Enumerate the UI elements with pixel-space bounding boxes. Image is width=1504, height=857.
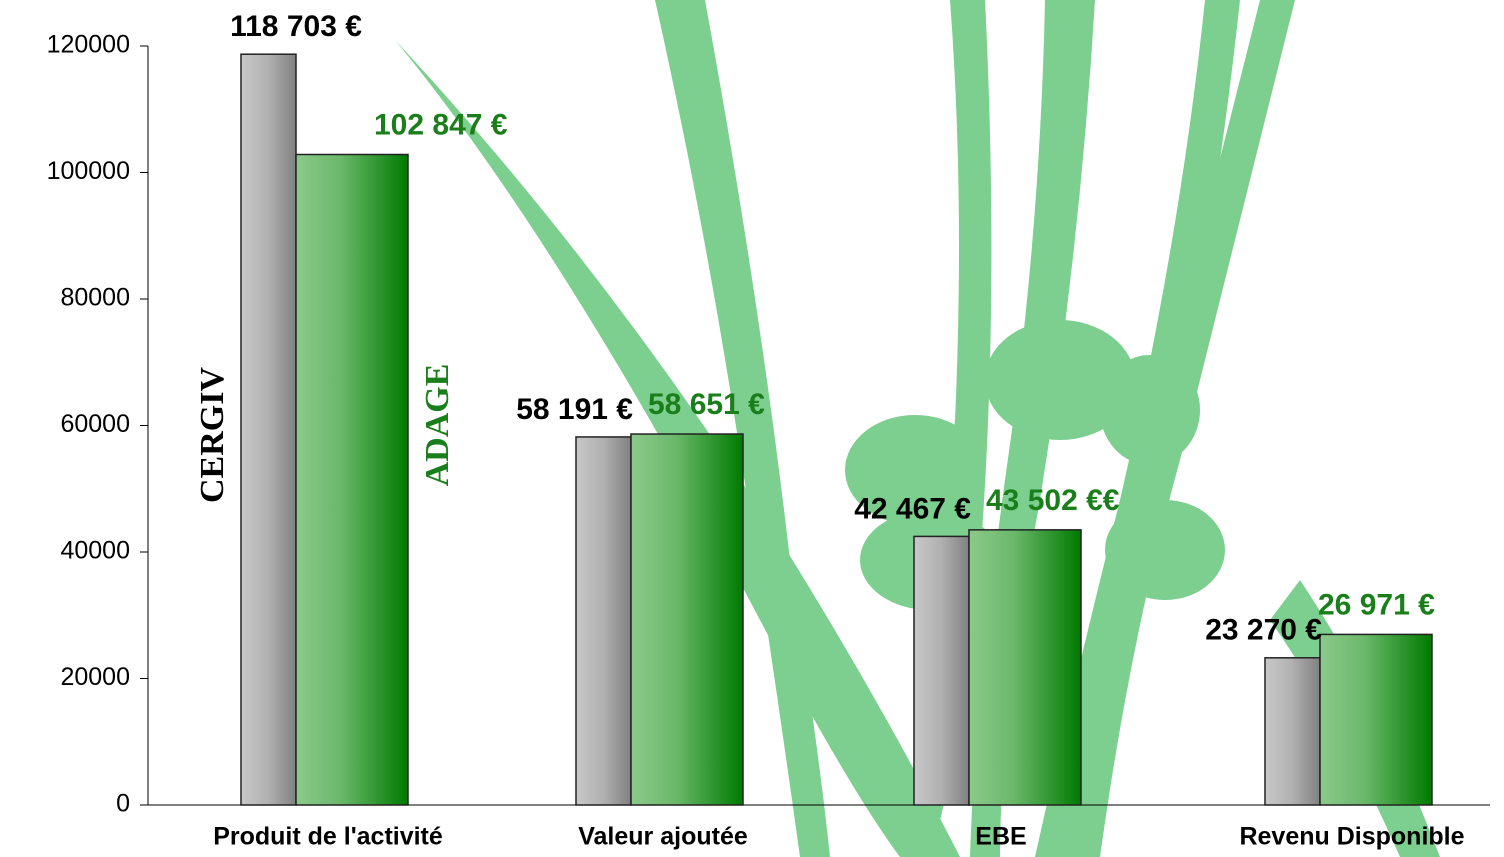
value-label: 42 467 € <box>854 492 971 525</box>
bar <box>1319 633 1433 806</box>
series-label: ADAGE <box>419 364 456 487</box>
bar <box>968 529 1082 806</box>
bar <box>913 535 970 806</box>
x-tick-label: EBE <box>975 823 1026 851</box>
y-tick-label: 80000 <box>60 284 130 312</box>
x-tick-label: Revenu Disponible <box>1239 823 1464 851</box>
value-label: 58 191 € <box>516 393 633 426</box>
bar <box>1264 657 1321 806</box>
y-tick-label: 120000 <box>47 31 130 59</box>
series-label: CERGIV <box>194 367 231 503</box>
y-tick-label: 100000 <box>47 157 130 185</box>
bar <box>575 436 632 806</box>
value-label: 118 703 € <box>230 10 362 43</box>
bar <box>295 153 409 806</box>
y-tick-label: 20000 <box>60 663 130 691</box>
value-label: 58 651 € <box>648 388 765 421</box>
value-label: 26 971 € <box>1318 588 1435 621</box>
x-tick-label: Valeur ajoutée <box>578 823 748 851</box>
y-tick-label: 0 <box>116 790 130 818</box>
y-tick-label: 60000 <box>60 410 130 438</box>
value-label: 102 847 € <box>374 108 508 141</box>
y-tick-label: 40000 <box>60 537 130 565</box>
value-label: 43 502 €€ <box>986 484 1120 517</box>
value-label: 23 270 € <box>1205 614 1322 647</box>
bar <box>240 53 297 806</box>
bar <box>630 433 744 806</box>
x-tick-label: Produit de l'activité <box>213 823 443 851</box>
